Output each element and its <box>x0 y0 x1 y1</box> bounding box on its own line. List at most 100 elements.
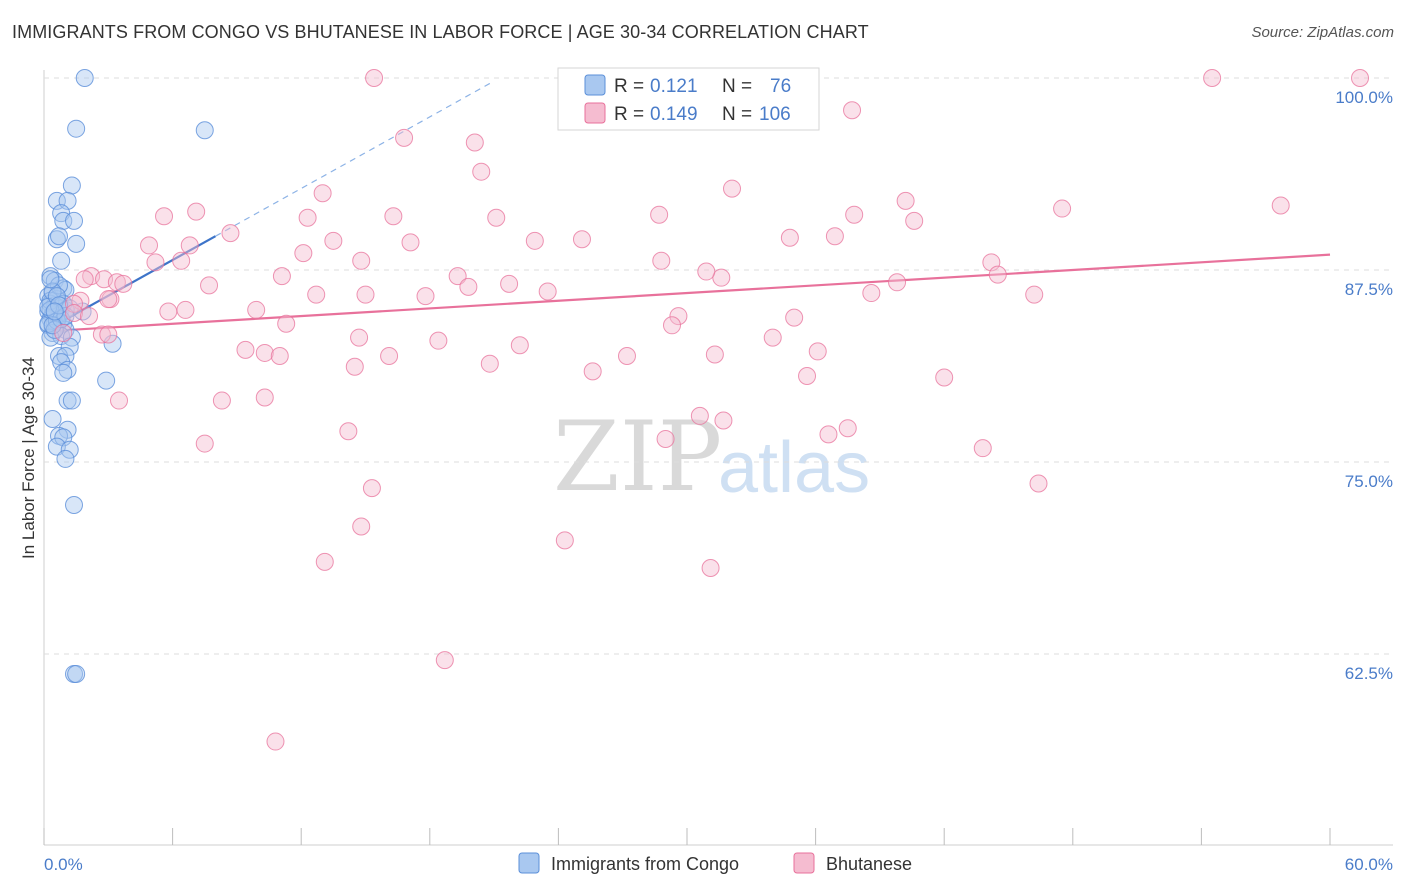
data-point-bhutanese <box>785 308 804 327</box>
legend-swatch-bhutanese <box>584 102 606 124</box>
data-point-bhutanese <box>690 406 709 425</box>
bottom-legend-label-congo: Immigrants from Congo <box>551 854 739 874</box>
data-point-bhutanese <box>435 651 454 670</box>
data-point-bhutanese <box>345 357 364 376</box>
data-point-bhutanese <box>1351 69 1370 87</box>
legend-congo-r-label: R = <box>614 76 644 97</box>
data-point-bhutanese <box>1025 285 1044 304</box>
trend-line-congo-extension <box>215 80 495 237</box>
data-point-congo <box>62 391 81 410</box>
data-point-bhutanese <box>75 270 94 289</box>
data-point-congo <box>58 391 77 410</box>
data-point-bhutanese <box>65 294 84 313</box>
data-point-bhutanese <box>159 302 178 321</box>
series-congo-points <box>39 69 214 683</box>
data-point-bhutanese <box>723 179 742 198</box>
data-point-bhutanese <box>365 69 384 87</box>
data-point-congo <box>97 371 116 390</box>
data-point-bhutanese <box>277 314 296 333</box>
data-point-bhutanese <box>195 434 214 453</box>
data-point-bhutanese <box>465 133 484 152</box>
data-point-congo <box>67 119 86 138</box>
data-point-bhutanese <box>107 273 126 292</box>
data-point-bhutanese <box>324 231 343 250</box>
watermark-zip: ZIP <box>553 401 722 513</box>
data-point-bhutanese <box>583 362 602 381</box>
data-point-bhutanese <box>652 251 671 270</box>
data-point-bhutanese <box>650 205 669 224</box>
legend-congo-n-value: 76 <box>770 76 791 97</box>
data-point-bhutanese <box>92 325 111 344</box>
series-bhutanese-points <box>54 69 1370 751</box>
data-point-bhutanese <box>555 531 574 550</box>
data-point-bhutanese <box>662 316 681 335</box>
chart-title: IMMIGRANTS FROM CONGO VS BHUTANESE IN LA… <box>12 22 869 42</box>
data-point-bhutanese <box>266 732 285 751</box>
data-point-bhutanese <box>180 236 199 255</box>
data-point-bhutanese <box>819 425 838 444</box>
data-point-bhutanese <box>176 300 195 319</box>
data-point-bhutanese <box>247 300 266 319</box>
data-point-bhutanese <box>780 228 799 247</box>
data-point-congo <box>45 302 64 321</box>
y-tick-label: 62.5% <box>1345 664 1393 683</box>
data-point-bhutanese <box>236 340 255 359</box>
data-point-bhutanese <box>255 343 274 362</box>
x-tick-label-min: 0.0% <box>44 855 83 874</box>
data-point-bhutanese <box>888 273 907 292</box>
data-point-bhutanese <box>669 307 688 326</box>
data-point-congo <box>65 211 84 230</box>
data-point-bhutanese <box>472 162 491 181</box>
data-point-bhutanese <box>54 323 73 342</box>
data-point-bhutanese <box>763 328 782 347</box>
data-point-congo <box>56 449 75 468</box>
data-point-bhutanese <box>187 202 206 221</box>
watermark-atlas: atlas <box>718 428 870 508</box>
data-point-bhutanese <box>825 227 844 246</box>
data-point-bhutanese <box>352 251 371 270</box>
data-point-bhutanese <box>307 285 326 304</box>
legend-bhutanese-n-label: N = <box>722 104 752 125</box>
data-point-bhutanese <box>697 262 716 281</box>
data-point-bhutanese <box>701 558 720 577</box>
data-point-bhutanese <box>384 207 403 226</box>
bottom-legend-label-bhutanese: Bhutanese <box>826 854 912 874</box>
data-point-bhutanese <box>1203 69 1222 87</box>
data-point-bhutanese <box>356 285 375 304</box>
bottom-legend-swatch-congo <box>518 852 540 874</box>
data-point-bhutanese <box>110 391 129 410</box>
data-point-bhutanese <box>714 411 733 430</box>
data-point-bhutanese <box>935 368 954 387</box>
legend-congo-r-value: 0.121 <box>650 76 698 97</box>
trend-line-bhutanese <box>43 253 1331 333</box>
data-point-bhutanese <box>656 429 675 448</box>
data-point-bhutanese <box>155 207 174 226</box>
data-point-bhutanese <box>395 128 414 147</box>
data-point-bhutanese <box>99 290 118 309</box>
x-tick-label-max: 60.0% <box>1345 855 1393 874</box>
data-point-bhutanese <box>362 479 381 498</box>
data-point-bhutanese <box>298 208 317 227</box>
y-tick-label: 75.0% <box>1345 472 1393 491</box>
data-point-bhutanese <box>808 342 827 361</box>
data-point-bhutanese <box>146 253 165 272</box>
data-point-bhutanese <box>617 347 636 366</box>
data-point-bhutanese <box>80 307 99 326</box>
data-point-bhutanese <box>1029 474 1048 493</box>
chart-source: Source: ZipAtlas.com <box>1251 24 1394 41</box>
data-point-bhutanese <box>988 265 1007 284</box>
data-point-congo <box>43 409 62 428</box>
data-point-bhutanese <box>798 366 817 385</box>
data-point-bhutanese <box>845 205 864 224</box>
data-point-bhutanese <box>401 233 420 252</box>
data-point-bhutanese <box>487 208 506 227</box>
data-point-bhutanese <box>313 184 332 203</box>
data-point-congo <box>67 664 86 683</box>
x-ticks <box>43 828 1331 845</box>
y-tick-labels: 62.5% 75.0% 87.5% 100.0% <box>1335 88 1393 683</box>
data-point-congo <box>47 230 66 249</box>
data-point-congo <box>54 363 73 382</box>
data-point-congo <box>62 176 81 195</box>
data-point-bhutanese <box>1271 196 1290 215</box>
